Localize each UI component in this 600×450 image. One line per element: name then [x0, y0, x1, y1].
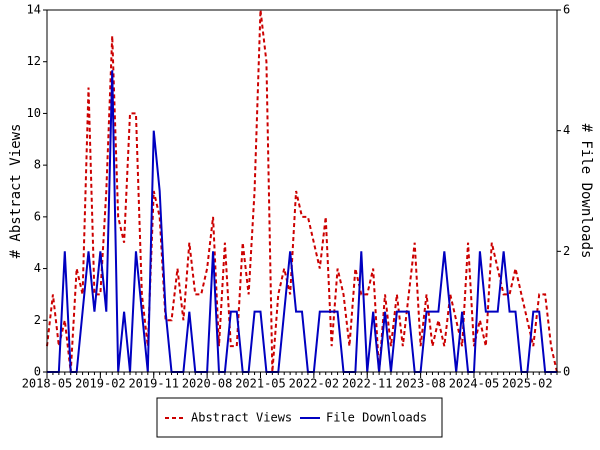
legend-label: Abstract Views	[191, 411, 292, 425]
series-line	[46, 9, 558, 373]
y2-tick-label: 2	[563, 244, 570, 258]
y-tick-label: 12	[27, 54, 41, 68]
x-tick-label: 2022-02	[289, 377, 340, 391]
y-tick-label: 14	[27, 3, 41, 17]
x-tick-label: 2023-08	[395, 377, 446, 391]
x-tick-label: 2024-05	[449, 377, 500, 391]
x-tick-label: 2020-08	[182, 377, 233, 391]
x-tick-label: 2025-02	[502, 377, 553, 391]
x-tick-label: 2022-11	[342, 377, 393, 391]
y-tick-label: 0	[34, 365, 41, 379]
y-tick-label: 6	[34, 209, 41, 223]
legend-label: File Downloads	[326, 411, 427, 425]
y2-tick-label: 6	[563, 3, 570, 17]
plot-frame	[46, 9, 558, 373]
y2-tick-label: 4	[563, 123, 570, 137]
y-axis-label: # Abstract Views	[8, 124, 24, 259]
y-tick-label: 8	[34, 158, 41, 172]
legend-box	[156, 397, 443, 438]
x-tick-label: 2019-11	[128, 377, 179, 391]
y-tick-label: 4	[34, 261, 41, 275]
x-tick-label: 2019-02	[75, 377, 126, 391]
x-tick-label: 2018-05	[22, 377, 73, 391]
y2-tick-label: 0	[563, 365, 570, 379]
y-tick-label: 2	[34, 313, 41, 327]
x-tick-label: 2021-05	[235, 377, 286, 391]
y2-axis-label: # File Downloads	[578, 124, 594, 259]
y-tick-label: 10	[27, 106, 41, 120]
series-line	[47, 70, 557, 373]
